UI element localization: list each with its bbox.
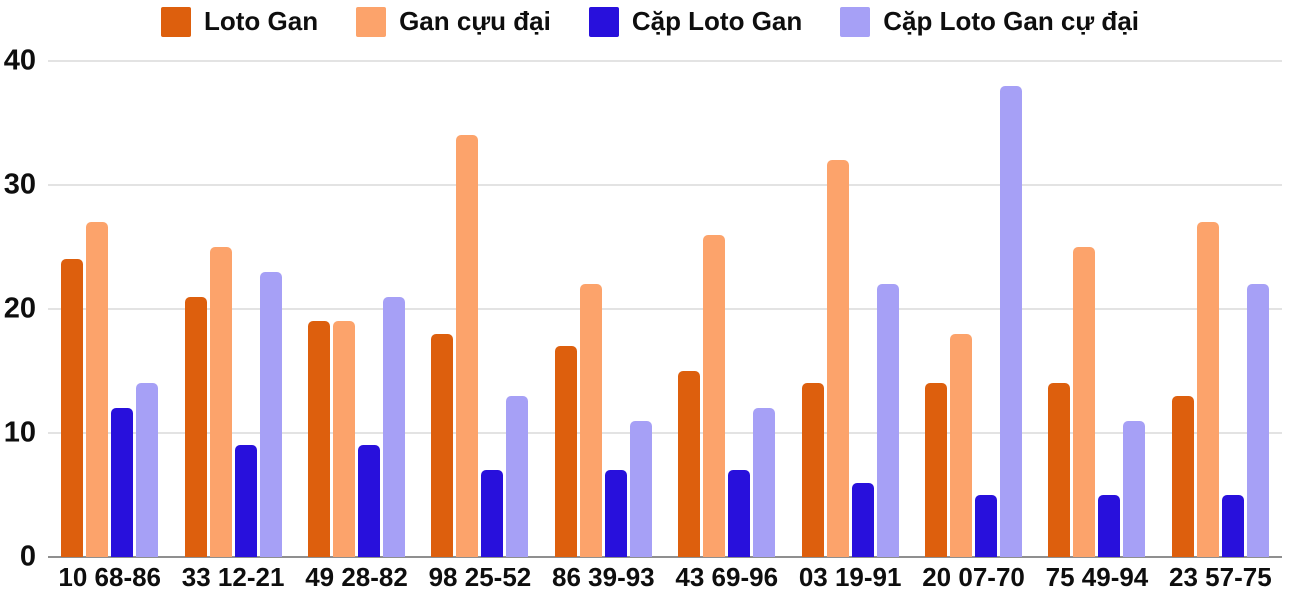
- bar: [753, 408, 776, 557]
- gridline: [48, 60, 1282, 62]
- bar-group: [1035, 61, 1158, 557]
- legend-swatch-icon: [588, 6, 619, 37]
- bar: [1073, 247, 1096, 557]
- x-axis-category-label: 23 57-75: [1169, 562, 1272, 592]
- bar-group: [542, 61, 665, 557]
- bar-group: [48, 61, 171, 557]
- bar: [333, 321, 356, 557]
- bar: [851, 482, 874, 557]
- x-axis-category-label: 98 25-52: [428, 562, 532, 592]
- bar: [554, 346, 577, 557]
- x-axis-category-label: 86 39-93: [552, 562, 655, 592]
- bar: [86, 222, 109, 557]
- x-axis-category-label: 49 28-82: [305, 562, 408, 592]
- gridline: [48, 308, 1282, 310]
- bar-group: [788, 61, 911, 557]
- bar-group: [665, 61, 788, 557]
- x-axis-category-label: 10 68-86: [58, 562, 162, 592]
- bar: [579, 284, 602, 557]
- bar: [826, 160, 849, 557]
- legend-label: Cặp Loto Gan cự đại: [883, 6, 1139, 36]
- bar: [184, 296, 207, 557]
- bar: [629, 420, 652, 557]
- x-axis-category-label: 20 07-70: [922, 562, 1025, 592]
- bar: [481, 470, 504, 557]
- bar: [209, 247, 232, 557]
- bar: [431, 333, 454, 557]
- bar-group: [1159, 61, 1282, 557]
- y-axis: 0 10 20 30 40: [0, 46, 40, 571]
- bar: [925, 383, 948, 557]
- x-axis-category-label: 43 69-96: [675, 562, 779, 592]
- bar: [456, 135, 479, 557]
- y-tick-label: 20: [3, 292, 36, 325]
- legend-item: Cặp Loto Gan cự đại: [840, 6, 1139, 37]
- bar: [111, 408, 134, 557]
- bar: [950, 333, 973, 557]
- legend-swatch-icon: [840, 6, 871, 37]
- legend-label: Cặp Loto Gan: [631, 6, 803, 36]
- legend-item: Gan cựu đại: [356, 6, 551, 37]
- legend-label: Loto Gan: [203, 6, 319, 36]
- bar: [728, 470, 751, 557]
- bar: [1048, 383, 1071, 557]
- x-axis-category-label: 75 49-94: [1045, 562, 1149, 592]
- bar: [506, 395, 529, 557]
- y-tick-label: 30: [3, 168, 36, 201]
- y-tick-label: 10: [3, 416, 36, 449]
- legend-swatch-icon: [356, 6, 387, 37]
- plot-area: [48, 60, 1282, 558]
- bar: [1098, 495, 1121, 557]
- x-axis-category-label: 33 12-21: [181, 562, 285, 592]
- bar-groups: [48, 61, 1282, 557]
- bar-group: [171, 61, 294, 557]
- legend: Loto Gan Gan cựu đại Cặp Loto Gan Cặp Loto …: [0, 6, 1300, 37]
- bar: [801, 383, 824, 557]
- bar-group: [418, 61, 541, 557]
- legend-item: Loto Gan: [160, 6, 319, 37]
- x-axis-labels: 10 68-86 33 12-21 49 28-82 98 25-52 86 39-93…: [48, 563, 1282, 592]
- y-tick-label: 40: [3, 44, 36, 77]
- bar: [876, 284, 899, 557]
- gridline: [48, 184, 1282, 186]
- bar: [383, 296, 406, 557]
- bar: [1196, 222, 1219, 557]
- bar: [61, 259, 84, 557]
- x-axis-line: [48, 556, 1282, 558]
- bar: [136, 383, 159, 557]
- y-tick-label: 0: [19, 540, 36, 573]
- bar: [1000, 85, 1023, 557]
- bar: [1171, 395, 1194, 557]
- bar: [358, 445, 381, 557]
- legend-label: Gan cựu đại: [399, 6, 551, 36]
- bar: [259, 271, 282, 557]
- x-axis-category-label: 03 19-91: [798, 562, 902, 592]
- bar-group: [912, 61, 1035, 557]
- bar: [975, 495, 998, 557]
- bar: [1246, 284, 1269, 557]
- legend-swatch-icon: [160, 6, 191, 37]
- bar-group: [295, 61, 418, 557]
- bar: [234, 445, 257, 557]
- bar: [1221, 495, 1244, 557]
- bar: [308, 321, 331, 557]
- bar: [604, 470, 627, 557]
- bar: [678, 371, 701, 557]
- legend-item: Cặp Loto Gan: [588, 6, 803, 37]
- gridline: [48, 432, 1282, 434]
- bar: [1123, 420, 1146, 557]
- bar: [703, 234, 726, 557]
